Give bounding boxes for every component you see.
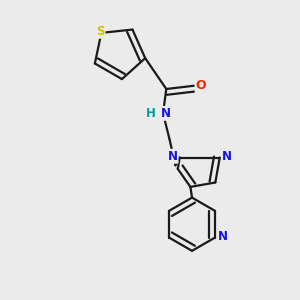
Text: N: N bbox=[161, 107, 171, 120]
Text: N: N bbox=[168, 150, 178, 163]
Text: N: N bbox=[218, 230, 228, 243]
Text: H: H bbox=[146, 107, 156, 120]
Text: S: S bbox=[96, 25, 105, 38]
Text: N: N bbox=[222, 150, 232, 163]
Text: O: O bbox=[196, 79, 206, 92]
